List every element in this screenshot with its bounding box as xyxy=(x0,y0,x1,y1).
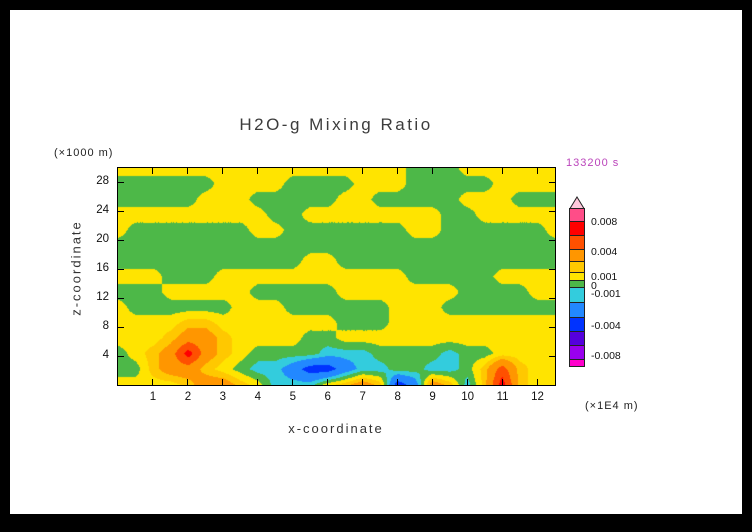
x-tick-mark xyxy=(502,379,504,385)
y-tick-mark xyxy=(118,181,124,183)
x-tick-label: 10 xyxy=(461,391,474,403)
x-tick-label: 8 xyxy=(394,391,401,403)
x-tick-label: 3 xyxy=(219,391,227,403)
y-tick-mark xyxy=(118,297,124,299)
colorbar-tick-label: -0.004 xyxy=(591,320,621,332)
colorbar-cell xyxy=(569,317,585,332)
x-tick-label: 12 xyxy=(531,391,544,403)
y-tick-label: 16 xyxy=(96,262,109,275)
x-tick-label: 7 xyxy=(359,391,366,403)
y-tick-mark xyxy=(118,268,124,270)
x-tick-mark xyxy=(152,379,154,385)
x-tick-mark xyxy=(537,168,539,174)
y-tick-mark xyxy=(118,239,124,241)
y-axis-unit-label: (×1000 m) xyxy=(54,147,114,159)
y-tick-mark xyxy=(549,210,555,212)
x-tick-mark xyxy=(467,379,469,385)
plot-frame xyxy=(117,167,556,386)
y-tick-label: 24 xyxy=(96,204,109,217)
x-tick-mark xyxy=(397,379,399,385)
colorbar-arrow-icon xyxy=(569,196,585,209)
colorbar xyxy=(569,196,585,367)
colorbar-cell xyxy=(569,235,585,250)
colorbar-tick-label: 0.004 xyxy=(591,246,618,258)
x-tick-mark xyxy=(222,379,224,385)
y-tick-label: 28 xyxy=(96,175,109,188)
x-tick-mark xyxy=(222,168,224,174)
x-tick-label: 4 xyxy=(254,391,262,403)
colorbar-tick-label: -0.008 xyxy=(591,350,621,362)
colorbar-cell xyxy=(569,208,585,222)
y-tick-label: 8 xyxy=(102,320,109,333)
x-tick-mark xyxy=(397,168,399,174)
y-tick-mark xyxy=(549,181,555,183)
colorbar-tick-label: 0.008 xyxy=(591,216,618,228)
x-tick-mark xyxy=(362,379,364,385)
colorbar-cell xyxy=(569,302,585,318)
y-tick-label: 4 xyxy=(102,349,109,362)
x-tick-mark xyxy=(257,379,259,385)
x-tick-mark xyxy=(292,168,294,174)
x-tick-label: 6 xyxy=(324,391,331,403)
contour-canvas xyxy=(118,168,555,385)
y-tick-label: 12 xyxy=(96,291,109,304)
colorbar-tick-label: 0.001 xyxy=(591,271,618,283)
colorbar-cell xyxy=(569,331,585,346)
x-tick-mark xyxy=(467,168,469,174)
y-tick-label: 20 xyxy=(96,233,109,246)
y-tick-mark xyxy=(549,268,555,270)
colorbar-cell xyxy=(569,221,585,236)
colorbar-cell xyxy=(569,359,585,367)
x-axis-unit-label: (×1E4 m) xyxy=(585,400,639,412)
y-tick-mark xyxy=(549,326,555,328)
x-tick-mark xyxy=(502,168,504,174)
chart-title: H2O-g Mixing Ratio xyxy=(239,115,433,134)
x-tick-mark xyxy=(187,379,189,385)
colorbar-tick-label: -0.001 xyxy=(591,288,621,300)
colorbar-cell xyxy=(569,345,585,360)
x-tick-label: 5 xyxy=(289,391,296,403)
x-tick-mark xyxy=(327,168,329,174)
x-tick-label: 1 xyxy=(149,391,157,403)
y-tick-mark xyxy=(118,210,124,212)
x-tick-mark xyxy=(537,379,539,385)
x-axis-label: x-coordinate xyxy=(288,421,384,436)
y-tick-mark xyxy=(549,239,555,241)
x-tick-mark xyxy=(292,379,294,385)
colorbar-tick-label: 0 xyxy=(591,280,597,292)
x-tick-mark xyxy=(432,168,434,174)
x-tick-mark xyxy=(327,379,329,385)
y-tick-mark xyxy=(549,355,555,357)
y-tick-mark xyxy=(118,355,124,357)
x-tick-mark xyxy=(432,379,434,385)
y-tick-mark xyxy=(118,326,124,328)
x-tick-mark xyxy=(187,168,189,174)
x-tick-mark xyxy=(257,168,259,174)
x-tick-mark xyxy=(152,168,154,174)
x-tick-label: 9 xyxy=(429,391,436,403)
colorbar-cell xyxy=(569,287,585,303)
time-stamp-label: 133200 s xyxy=(566,157,620,169)
x-tick-label: 11 xyxy=(496,391,509,403)
x-tick-label: 2 xyxy=(184,391,192,403)
y-tick-mark xyxy=(549,297,555,299)
x-tick-mark xyxy=(362,168,364,174)
